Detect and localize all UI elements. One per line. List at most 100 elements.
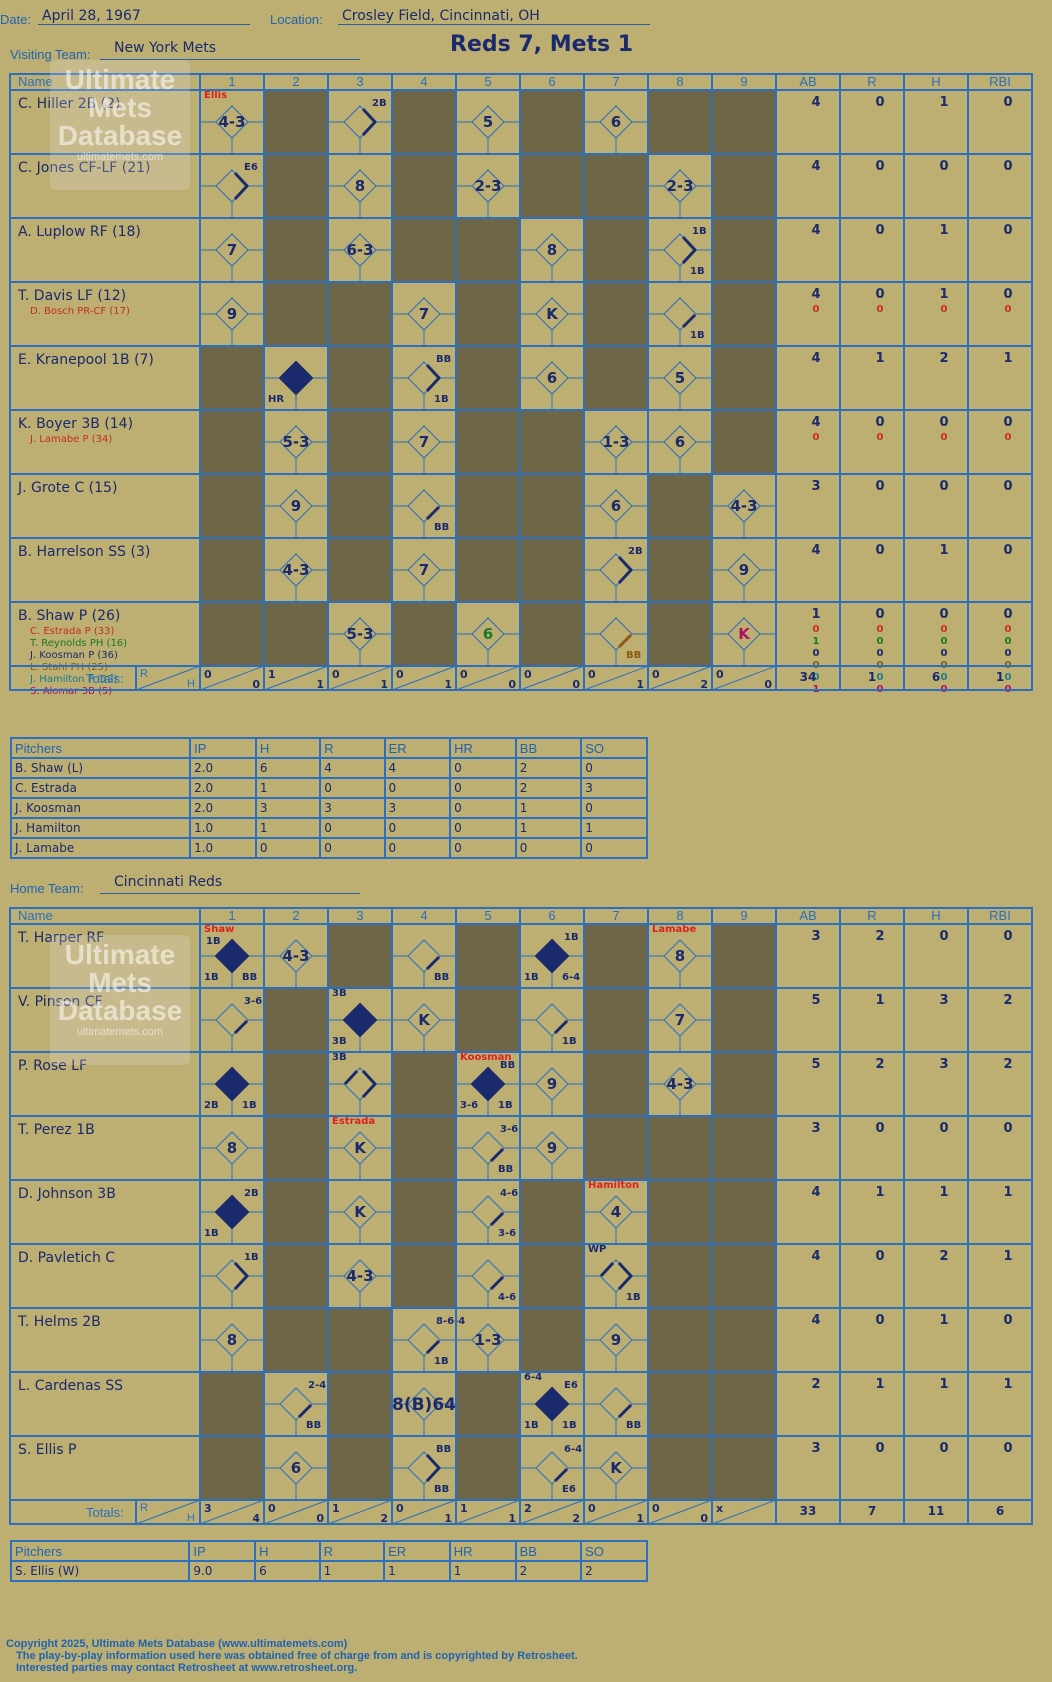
home-diamond	[663, 939, 697, 973]
home-play-notation: 1B	[564, 932, 579, 943]
home-batter-stat: 1	[875, 1377, 884, 1392]
pitcher-stat-cell: 2	[514, 1560, 583, 1582]
visitors-batter-stat: 1	[939, 223, 948, 238]
home-play-notation: 7	[675, 1011, 685, 1029]
home-play-notation: Shaw	[204, 924, 234, 935]
home-play-notation: 3B	[332, 988, 347, 999]
home-batter-stat: 4	[811, 1185, 820, 1200]
home-batter-stat: 1	[939, 1185, 948, 1200]
visitors-diamond	[727, 617, 761, 651]
home-total-stat: 7	[868, 1504, 876, 1518]
pitcher-stat-cell: 0	[580, 757, 648, 779]
home-total-stat: 11	[928, 1504, 945, 1518]
visitors-inning-header: 8	[676, 74, 683, 89]
visitors-play-notation: 2B	[628, 546, 643, 557]
visitors-batter-stat: 0	[1003, 95, 1012, 110]
visitors-dark-cell	[456, 346, 520, 410]
visitors-play-notation: 2-3	[666, 177, 693, 195]
visitors-diamond	[343, 617, 377, 651]
visitors-diamond	[663, 169, 697, 203]
home-diamond	[599, 1323, 633, 1357]
visitors-dark-cell	[712, 282, 776, 346]
home-basepath	[489, 1275, 505, 1291]
visitors-batter-stat: 0	[941, 660, 948, 671]
home-dark-cell	[648, 1180, 712, 1244]
pitcher-stat-cell: 0	[319, 777, 386, 799]
home-diamond	[407, 1451, 441, 1485]
home-play-notation: 3-6	[460, 1100, 478, 1111]
home-dark-cell	[712, 988, 776, 1052]
visitors-dark-cell	[584, 346, 648, 410]
home-diamond	[663, 1067, 697, 1101]
visitors-play-notation: K	[546, 305, 559, 323]
visitors-inning-hits: 0	[252, 678, 260, 691]
visitors-basepath	[681, 235, 698, 265]
pitchers-header-cell: H	[254, 1540, 321, 1562]
pitchers-header-cell: R	[318, 1540, 386, 1562]
home-play-notation: 4-3	[346, 1267, 373, 1285]
home-batter-stat: 0	[875, 1121, 884, 1136]
home-diamond	[215, 1131, 249, 1165]
visitors-stat-header: R	[867, 74, 876, 89]
home-batter-stat: 0	[875, 1249, 884, 1264]
home-diamond	[535, 1067, 569, 1101]
home-dark-cell	[712, 1436, 776, 1500]
home-play-notation: 1B	[626, 1292, 641, 1303]
home-basepath	[553, 1467, 569, 1483]
home-play-notation: 8	[227, 1139, 237, 1157]
visitors-inning-runs: 0	[204, 668, 212, 681]
home-batter-stat: 4	[811, 1313, 820, 1328]
visitors-batter-stat: 0	[813, 432, 820, 443]
visitors-batter-stat: 0	[813, 304, 820, 315]
visitors-dark-cell	[456, 538, 520, 602]
visitors-diamond	[471, 617, 505, 651]
home-diamond	[407, 1387, 441, 1421]
pitcher-stat-cell: 4	[383, 757, 452, 779]
home-diamond	[343, 1195, 377, 1229]
home-play-notation: BB	[434, 1484, 449, 1495]
home-batter-stat: 1	[1003, 1185, 1012, 1200]
visitors-basepath	[425, 363, 442, 393]
pitcher-stat-cell: 0	[580, 797, 648, 819]
pitchers-header-cell: HR	[449, 737, 517, 759]
home-diamond	[343, 1259, 377, 1293]
visitors-dark-cell	[520, 474, 584, 538]
visitors-batter-stat: 0	[875, 287, 884, 302]
home-play-notation: 6-4	[564, 1444, 582, 1455]
visitors-play-notation: BB	[434, 522, 449, 533]
home-scored-diamond	[214, 938, 250, 974]
home-scored-diamond	[214, 1066, 250, 1102]
home-dark-cell	[200, 1436, 264, 1500]
visitors-diamond	[727, 489, 761, 523]
home-diamond	[215, 1067, 249, 1101]
home-totals-slash	[263, 1499, 329, 1525]
home-scored-diamond	[470, 1066, 506, 1102]
pitchers-header-cell: H	[254, 737, 322, 759]
visitors-inning-hits: 1	[444, 678, 452, 691]
home-batter-stat: 0	[1003, 929, 1012, 944]
visitors-play-notation: 1B	[690, 266, 705, 277]
home-dark-cell	[328, 924, 392, 988]
visitors-dark-cell	[200, 474, 264, 538]
home-inning-hits: 1	[444, 1512, 452, 1525]
visitors-totals-slash	[519, 665, 585, 691]
home-batter-stat: 1	[1003, 1249, 1012, 1264]
visitors-batter-stat: 0	[877, 660, 884, 671]
visitors-batter-stat: 0	[939, 607, 948, 622]
home-inning-runs: 1	[332, 1502, 340, 1515]
home-inning-hits: 1	[636, 1512, 644, 1525]
visitors-batter-stat: 0	[1005, 660, 1012, 671]
home-diamond	[535, 1451, 569, 1485]
visitors-batter-name: K. Boyer 3B (14)	[18, 416, 133, 432]
home-inning-runs: 0	[268, 1502, 276, 1515]
visitors-dark-cell	[712, 410, 776, 474]
home-dark-cell	[584, 924, 648, 988]
home-totals-slash	[519, 1499, 585, 1525]
visitors-play-notation: 4-3	[282, 561, 309, 579]
visitors-total-stat: 34	[800, 670, 817, 684]
visitors-diamond	[663, 233, 697, 267]
home-scored-diamond	[214, 1194, 250, 1230]
visitors-batter-stat: 0	[1003, 159, 1012, 174]
home-batter-stat: 1	[875, 993, 884, 1008]
home-inning-runs: 3	[204, 1502, 212, 1515]
